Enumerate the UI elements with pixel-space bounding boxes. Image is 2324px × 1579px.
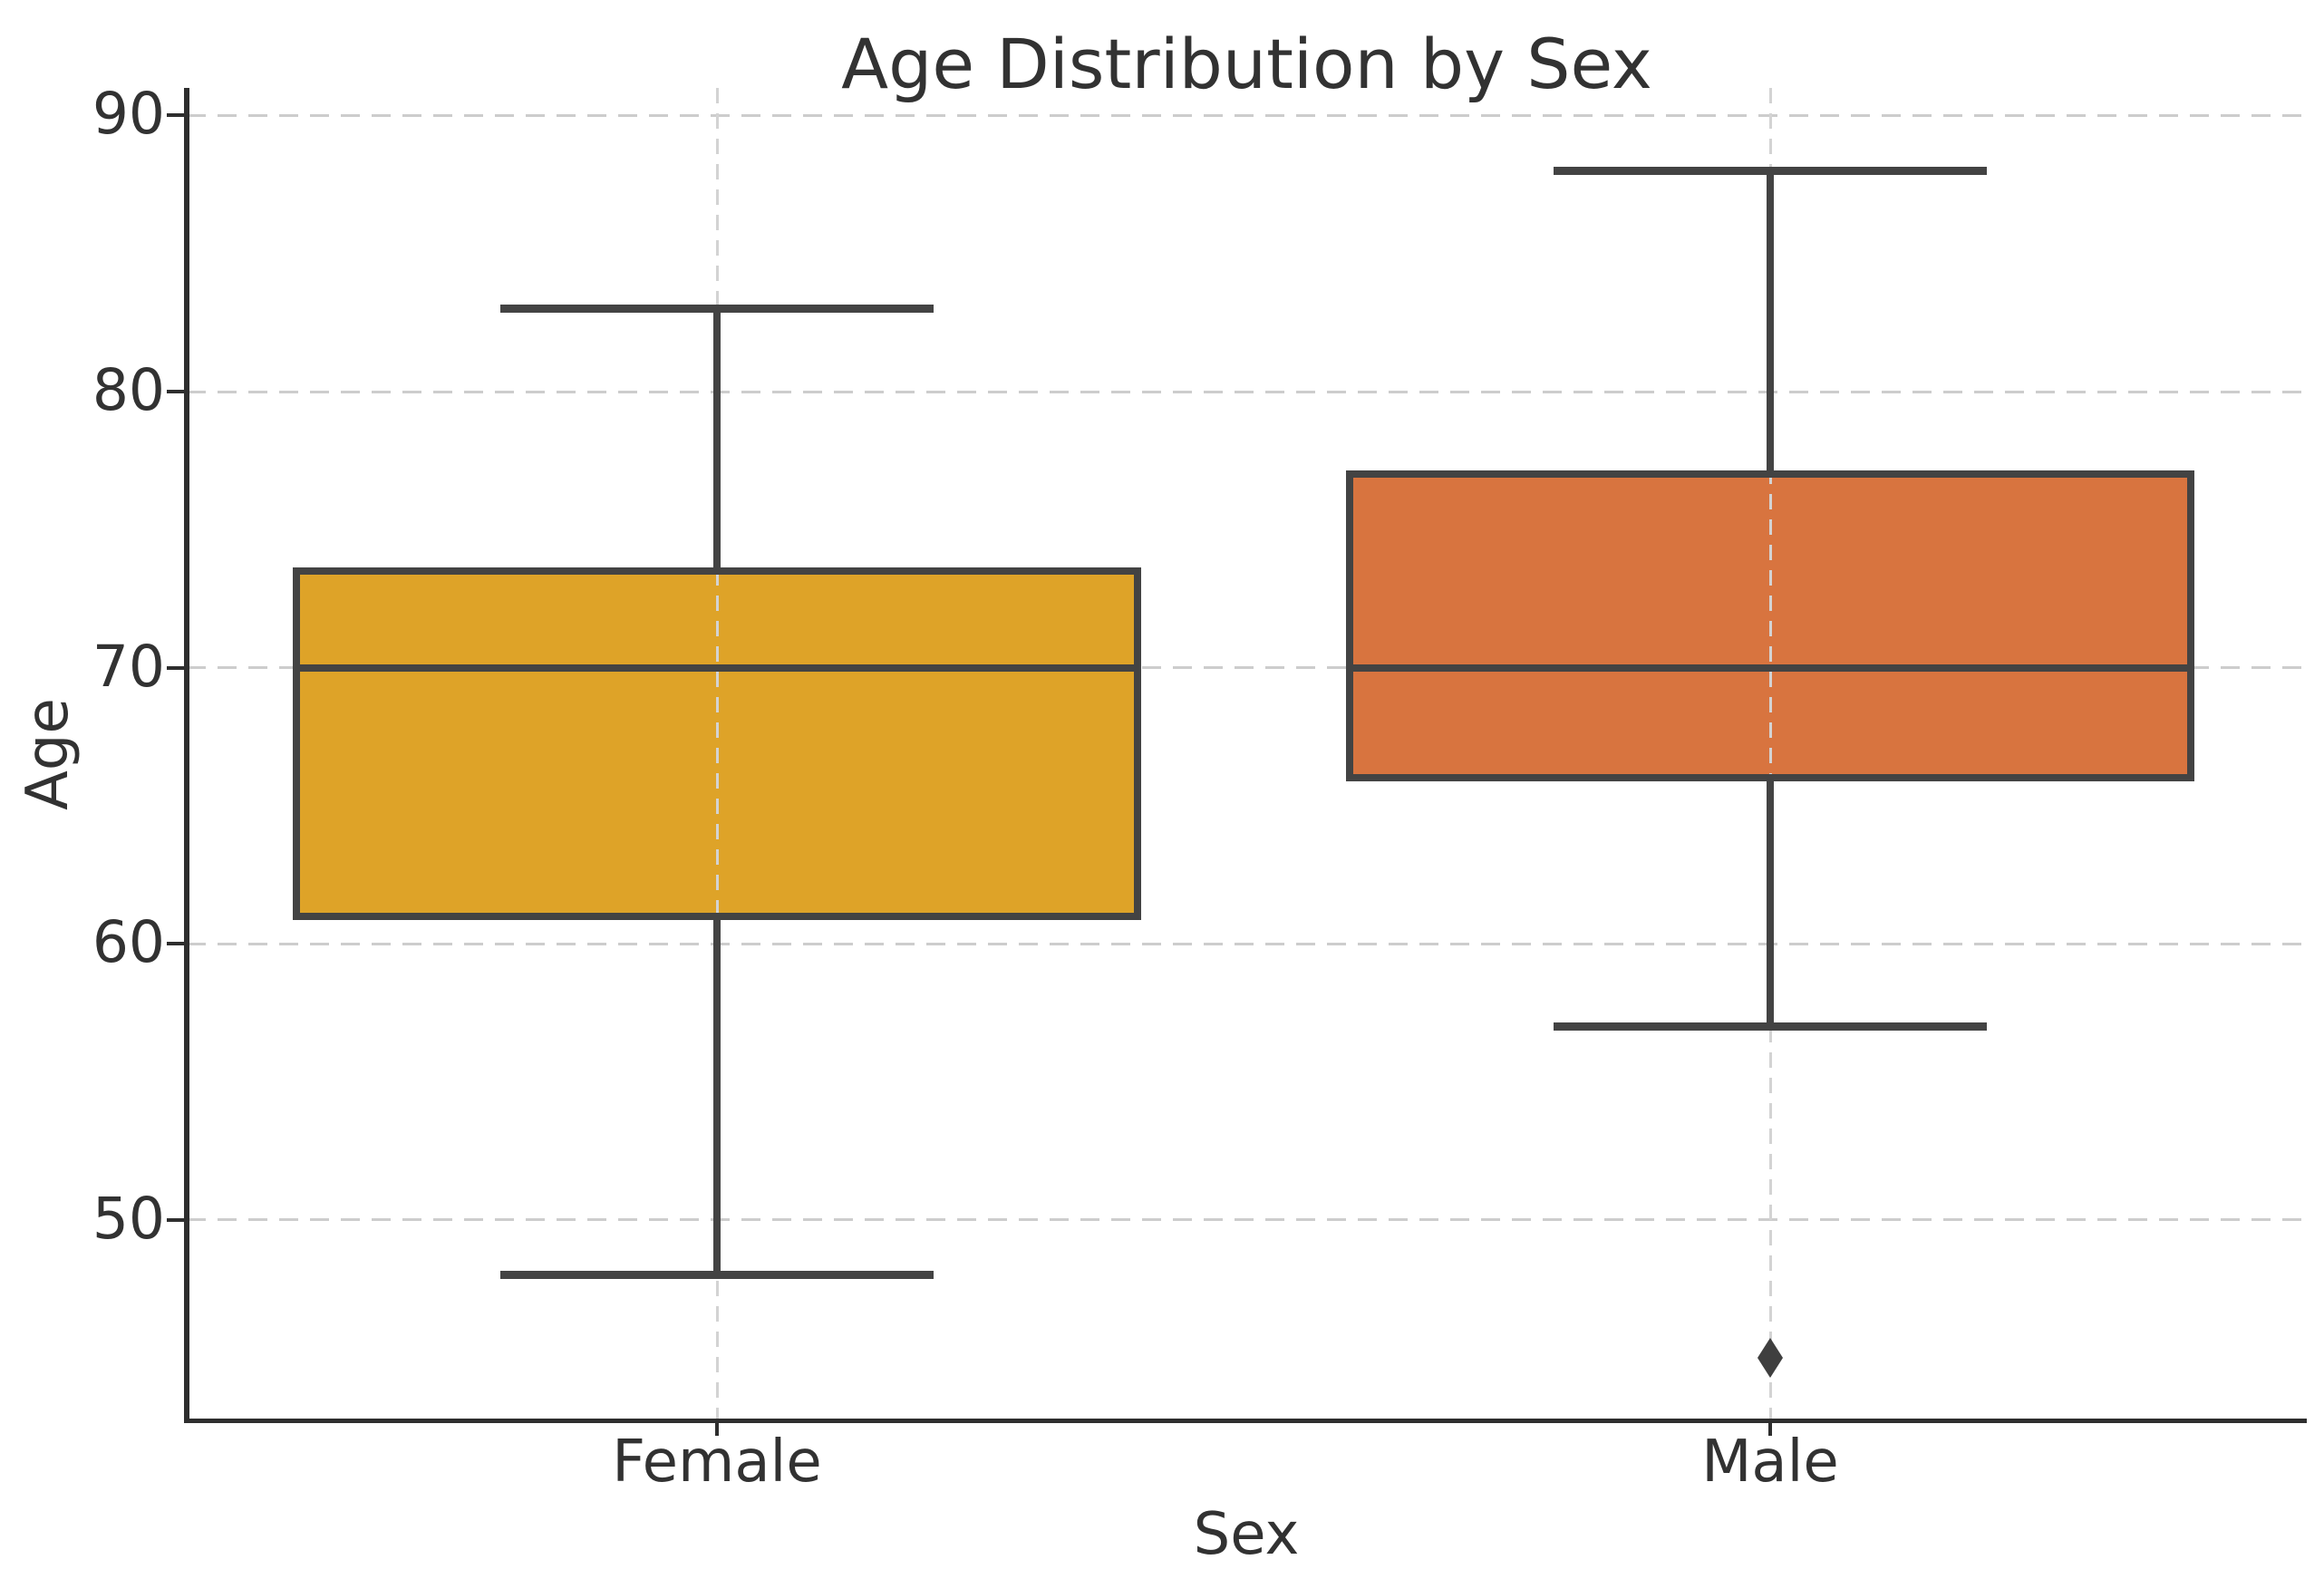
y-gridline [187, 390, 2307, 393]
upper-whisker-female [713, 308, 721, 571]
y-tick-label: 80 [92, 357, 165, 424]
lower-whisker-cap-male [1554, 1022, 1987, 1032]
y-tick-mark [167, 113, 187, 118]
x-tick-label-female: Female [612, 1429, 822, 1496]
y-tick-label: 90 [92, 81, 165, 148]
x-tick-label-male: Male [1701, 1429, 1839, 1496]
median-line-male [1351, 664, 2189, 672]
median-line-female [298, 664, 1136, 672]
lower-whisker-male [1767, 778, 1774, 1027]
y-tick-label: 70 [92, 633, 165, 700]
y-tick-label: 60 [92, 909, 165, 976]
box-border-female [293, 567, 1141, 920]
category-gridline-male [1768, 88, 1772, 1419]
y-tick-label: 50 [92, 1185, 165, 1252]
y-gridline [187, 113, 2307, 117]
chart-title: Age Distribution by Sex [841, 24, 1652, 104]
left-spine [184, 88, 189, 1423]
y-gridline [187, 1218, 2307, 1222]
box-border-male [1346, 470, 2194, 782]
upper-whisker-cap-female [500, 305, 934, 314]
x-tick-mark-female [715, 1423, 719, 1436]
y-tick-mark [167, 665, 187, 670]
y-gridline [187, 942, 2307, 945]
y-axis-label: Age [15, 698, 82, 810]
lower-whisker-female [713, 915, 721, 1275]
upper-whisker-male [1767, 170, 1774, 475]
x-axis-label: Sex [1193, 1501, 1300, 1568]
y-tick-mark [167, 1217, 187, 1222]
y-tick-mark [167, 390, 187, 394]
x-tick-mark-male [1768, 1423, 1772, 1436]
y-gridline [187, 666, 2307, 670]
bottom-spine [187, 1419, 2307, 1423]
lower-whisker-cap-female [500, 1271, 934, 1280]
category-gridline-female [715, 88, 719, 1419]
upper-whisker-cap-male [1554, 166, 1987, 175]
outlier-diamond-male [1758, 1337, 1783, 1378]
y-tick-mark [167, 942, 187, 946]
